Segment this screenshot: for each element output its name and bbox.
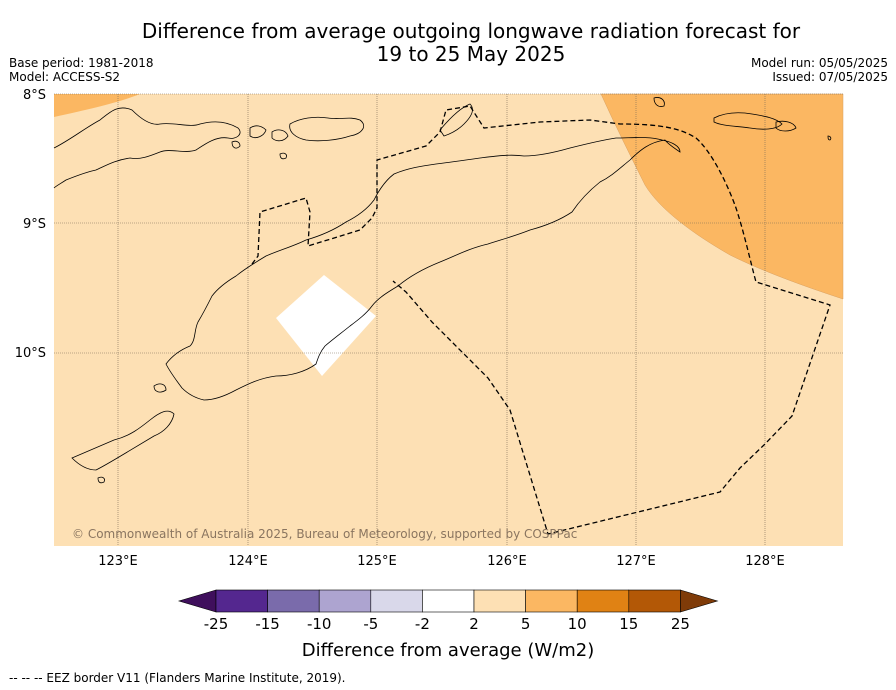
colorbar-tick-label: -2 <box>414 615 430 633</box>
anomaly-region-northeast <box>600 93 844 300</box>
colorbar-segment <box>576 589 630 613</box>
coastlines <box>53 97 832 484</box>
lon-labels: 123°E 124°E 125°E 126°E 127°E 128°E <box>98 554 785 569</box>
coastline-babar-3 <box>775 120 797 132</box>
coastline-babar-2 <box>713 112 783 130</box>
colorbar-extend-high <box>680 589 719 613</box>
coastline-flores-islands <box>53 107 241 189</box>
title-line-1: Difference from average outgoing longwav… <box>141 19 801 43</box>
coastline-wetar <box>439 103 473 137</box>
lon-label-127e: 127°E <box>616 554 656 569</box>
meta-right: Model run: 05/05/2025 Issued: 07/05/2025 <box>751 56 888 84</box>
colorbar-segment <box>473 589 526 613</box>
colorbar-segment <box>628 589 681 613</box>
coastline-small-isles-1 <box>249 125 267 138</box>
colorbar-segment <box>525 589 578 613</box>
colorbar-segment <box>370 589 423 613</box>
model-text: Model: ACCESS-S2 <box>9 70 121 84</box>
map-title: Difference from average outgoing longwav… <box>100 20 842 66</box>
issued-text: Issued: 07/05/2025 <box>772 70 888 84</box>
lat-label-10s: 10°S <box>15 346 46 361</box>
title-line-2: 19 to 25 May 2025 <box>376 42 566 66</box>
lon-label-124e: 124°E <box>228 554 268 569</box>
coastline-small-isles-4 <box>279 152 287 160</box>
colorbar-segment <box>422 589 475 613</box>
colorbar-segment <box>215 589 268 613</box>
coastline-babar-1 <box>653 97 665 107</box>
colorbar-tick-label: 10 <box>567 615 587 633</box>
colorbar-tick-label: 15 <box>619 615 639 633</box>
lat-label-9s: 9°S <box>23 217 46 232</box>
colorbar-extend-low <box>177 589 217 613</box>
colorbar-tick-label: -10 <box>306 615 332 633</box>
colorbar-tick-label: -15 <box>255 615 280 633</box>
colorbar-segments <box>177 589 719 613</box>
meta-left: Base period: 1981-2018 Model: ACCESS-S2 <box>9 56 154 84</box>
colorbar <box>177 589 719 613</box>
lon-label-126e: 126°E <box>487 554 527 569</box>
lat-label-8s: 8°S <box>23 88 46 103</box>
colorbar-tick-label: -5 <box>363 615 379 633</box>
colorbar-tick-label: -25 <box>203 615 229 633</box>
colorbar-segment <box>318 589 372 613</box>
coastline-small-isles-3 <box>231 140 241 149</box>
eez-border <box>251 105 831 535</box>
anomaly-region-neutral <box>276 275 376 376</box>
map-figure: © Commonwealth of Australia 2025, Bureau… <box>15 88 844 569</box>
lon-label-123e: 123°E <box>98 554 138 569</box>
anomaly-region-northwest <box>54 94 140 117</box>
lon-label-128e: 128°E <box>745 554 785 569</box>
coastline-timor <box>165 137 681 401</box>
colorbar-tick-label: 25 <box>670 615 690 633</box>
colorbar-segment <box>267 589 320 613</box>
coastline-small-isles-5 <box>153 383 167 393</box>
coastline-alor <box>289 116 364 142</box>
colorbar-tick-label: 2 <box>469 615 479 633</box>
map-gridlines <box>54 93 843 546</box>
colorbar-tick-label: 5 <box>520 615 531 633</box>
coastline-small-isles-6 <box>97 476 105 484</box>
lon-label-125e: 125°E <box>357 554 397 569</box>
colorbar-title: Difference from average (W/m2) <box>301 640 595 661</box>
eez-footnote: -- -- -- EEZ border V11 (Flanders Marine… <box>9 671 346 685</box>
eez-border-northern <box>251 105 831 535</box>
lat-labels: 8°S 9°S 10°S <box>15 88 46 361</box>
base-period-text: Base period: 1981-2018 <box>9 56 154 70</box>
coastline-babar-4 <box>827 135 832 141</box>
coastline-small-isles-2 <box>271 129 289 142</box>
coastline-rote <box>71 410 175 471</box>
copyright-text: © Commonwealth of Australia 2025, Bureau… <box>72 527 577 541</box>
model-run-text: Model run: 05/05/2025 <box>750 56 888 70</box>
